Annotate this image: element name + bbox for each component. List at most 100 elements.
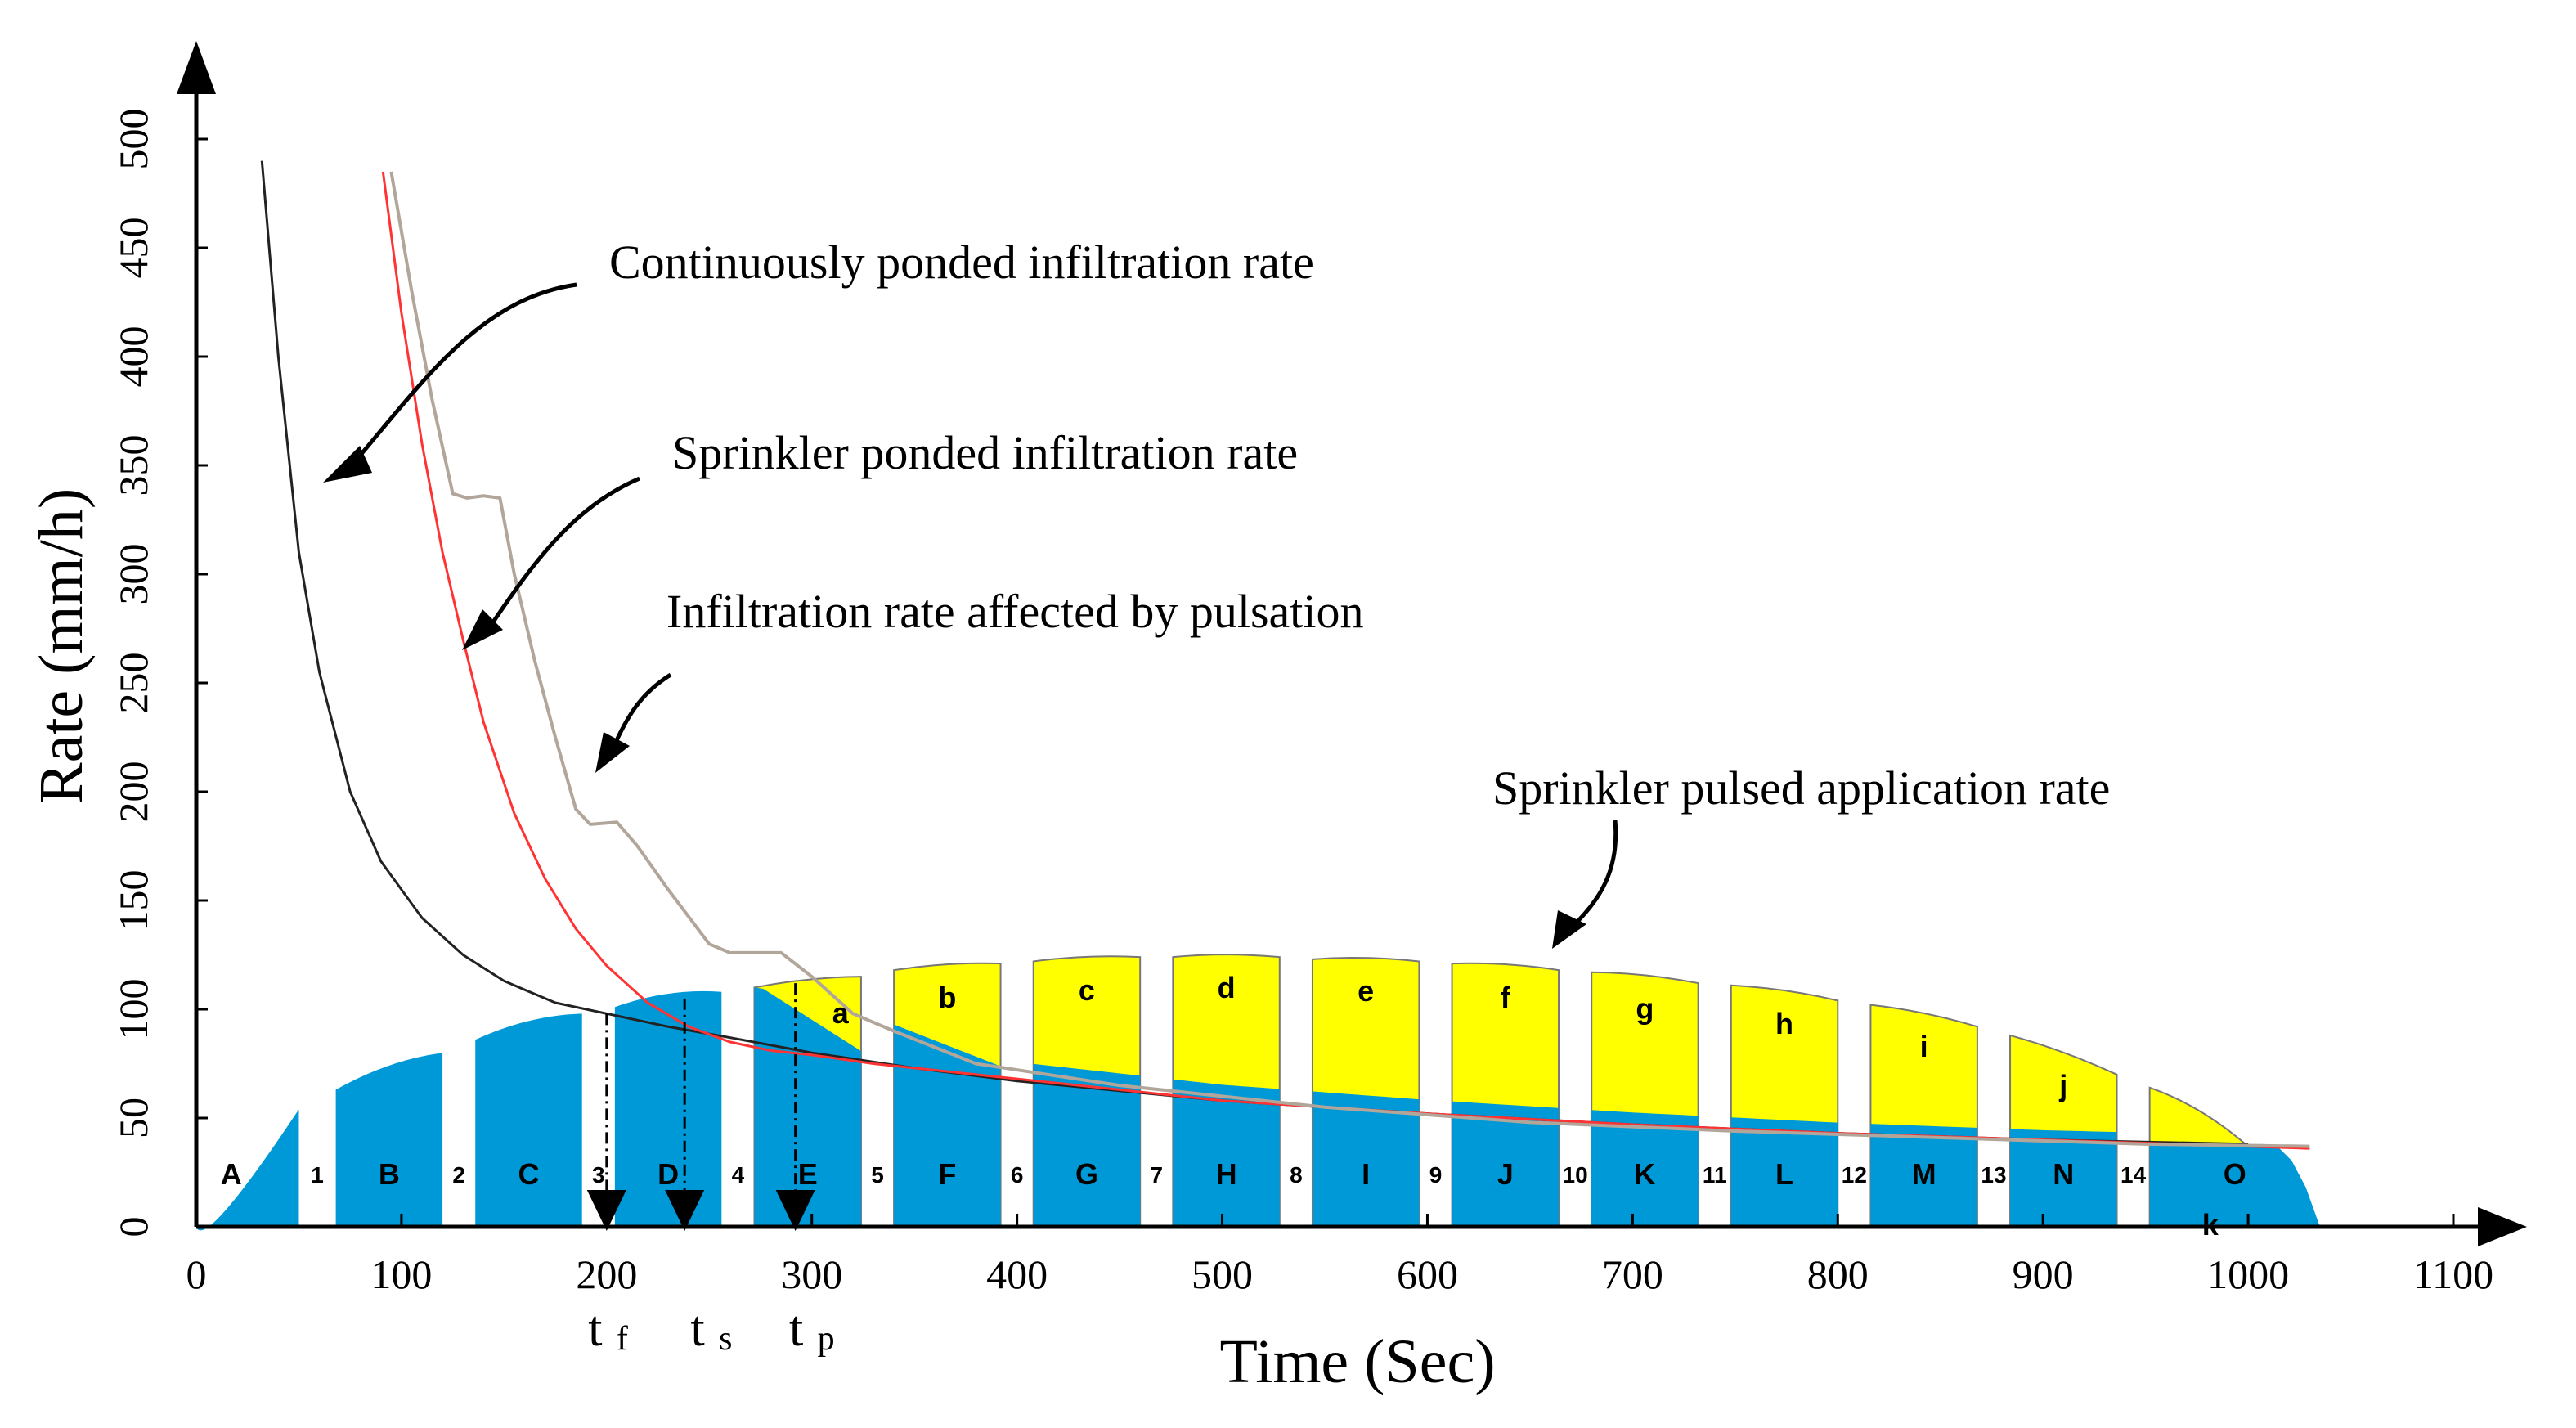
pulse-label: B (379, 1157, 400, 1191)
infiltrated-pulse (1591, 1110, 1699, 1227)
x-tick-label: 200 (576, 1251, 637, 1297)
x-tick-label: 800 (1807, 1251, 1869, 1297)
annotation-continuous: Continuously ponded infiltration rate (609, 236, 1314, 289)
sprinkler-curve (381, 171, 2310, 1150)
x-tick-label: 500 (1192, 1251, 1253, 1297)
time-marker-arrowhead (586, 1190, 626, 1231)
infiltrated-pulse (1312, 1091, 1420, 1227)
pulse-label: H (1216, 1157, 1237, 1191)
pulse-label: J (1497, 1157, 1514, 1191)
excess-label: k (2202, 1208, 2219, 1242)
excess-label: i (1920, 1030, 1928, 1063)
pulse-label: L (1775, 1157, 1793, 1191)
axes-layer: 0 100 200 300 400 500 600 700 800 900 1000 11000501… (110, 41, 2527, 1297)
pulse-label: E (798, 1157, 818, 1191)
infiltrated-pulse (1033, 1063, 1141, 1227)
x-axis-title: Time (Sec) (1219, 1327, 1495, 1396)
curve-layer (260, 160, 2310, 1150)
gap-label: 10 (1563, 1162, 1588, 1188)
x-tick-label: 100 (370, 1251, 432, 1297)
time-marker-subscript: s (719, 1320, 732, 1358)
x-tick-label: 700 (1602, 1251, 1663, 1297)
pulse-label: K (1634, 1157, 1655, 1191)
x-tick-label: 0 (186, 1251, 207, 1297)
annotation-application: Sprinkler pulsed application rate (1492, 761, 2110, 815)
x-tick-label: 900 (2013, 1251, 2074, 1297)
excess-label: j (2058, 1069, 2067, 1102)
time-marker-subscript: f (617, 1320, 628, 1358)
x-tick-label: 600 (1397, 1251, 1458, 1297)
time-marker-subscript: p (818, 1320, 835, 1358)
y-tick-label: 150 (110, 870, 156, 932)
application-pulse (475, 1013, 582, 1227)
time-marker-label: t (691, 1301, 705, 1357)
excess-label: a (832, 996, 850, 1030)
x-tick-label: 300 (781, 1251, 842, 1297)
pulse-label: A (221, 1157, 242, 1191)
arrow-application (1564, 820, 1618, 934)
excess-label: c (1079, 973, 1095, 1007)
pulse-label: F (938, 1157, 956, 1191)
pulse-label: G (1075, 1157, 1098, 1191)
gap-label: 2 (452, 1162, 465, 1188)
pulse-label: O (2224, 1157, 2246, 1191)
gap-label: 4 (732, 1162, 745, 1188)
annotation-arrowheads (323, 446, 1586, 949)
gap-label: 3 (592, 1162, 605, 1188)
y-tick-label: 450 (110, 218, 156, 279)
application-pulse (614, 990, 722, 1227)
excess-label: h (1775, 1007, 1793, 1040)
arrowhead-application (1552, 910, 1586, 949)
infiltrated-pulse (2010, 1129, 2117, 1227)
time-marker-arrowhead (665, 1190, 705, 1231)
infiltrated-pulse (2149, 1143, 2320, 1227)
y-axis-title: Rate (mm/h) (27, 488, 96, 804)
y-tick-label: 0 (110, 1217, 156, 1237)
x-tick-label: 1000 (2207, 1251, 2289, 1297)
infiltrated-pulse (1452, 1101, 1560, 1227)
y-tick-label: 250 (110, 653, 156, 714)
infiltrated-pulse (1870, 1124, 1977, 1227)
y-tick-label: 50 (110, 1098, 156, 1138)
x-axis-arrowhead (2478, 1207, 2527, 1246)
arrowhead-continuous (323, 446, 372, 483)
pulse-layer (196, 954, 2322, 1231)
gap-label: 14 (2120, 1162, 2147, 1188)
y-tick-label: 500 (110, 109, 156, 170)
y-tick-label: 200 (110, 761, 156, 823)
pulse-label: I (1362, 1157, 1370, 1191)
gap-label: 7 (1150, 1162, 1163, 1188)
y-tick-label: 100 (110, 979, 156, 1040)
gap-label: 5 (871, 1162, 884, 1188)
gap-label: 9 (1429, 1162, 1443, 1188)
excess-label: g (1636, 991, 1654, 1025)
infiltrated-pulse (1173, 1079, 1280, 1227)
time-marker-label: t (588, 1301, 602, 1357)
excess-label: d (1218, 971, 1236, 1004)
excess-label: b (938, 981, 956, 1014)
y-tick-label: 400 (110, 326, 156, 388)
pulse-label: C (518, 1157, 539, 1191)
pulse-label: D (657, 1157, 679, 1191)
pulse-label: M (1912, 1157, 1936, 1191)
annotation-pulsation: Infiltration rate affected by pulsation (666, 585, 1364, 638)
time-marker-arrowhead (775, 1190, 815, 1231)
gap-label: 11 (1703, 1162, 1727, 1188)
arrowhead-sprinkler (462, 609, 503, 650)
y-tick-label: 300 (110, 544, 156, 605)
excess-label: f (1501, 981, 1511, 1014)
annotation-sprinkler: Sprinkler ponded infiltration rate (672, 426, 1298, 479)
pulse-label: N (2053, 1157, 2074, 1191)
x-tick-label: 400 (986, 1251, 1048, 1297)
gap-label: 6 (1011, 1162, 1024, 1188)
y-axis-arrowhead (177, 41, 216, 94)
gap-label: 8 (1290, 1162, 1303, 1188)
gap-label: 13 (1981, 1162, 2006, 1188)
infiltrated-pulse (1730, 1117, 1838, 1227)
time-marker-label: t (789, 1301, 803, 1357)
application-pulse (335, 1053, 443, 1227)
arrowhead-pulsation (595, 732, 630, 773)
arrow-sprinkler (480, 476, 640, 640)
